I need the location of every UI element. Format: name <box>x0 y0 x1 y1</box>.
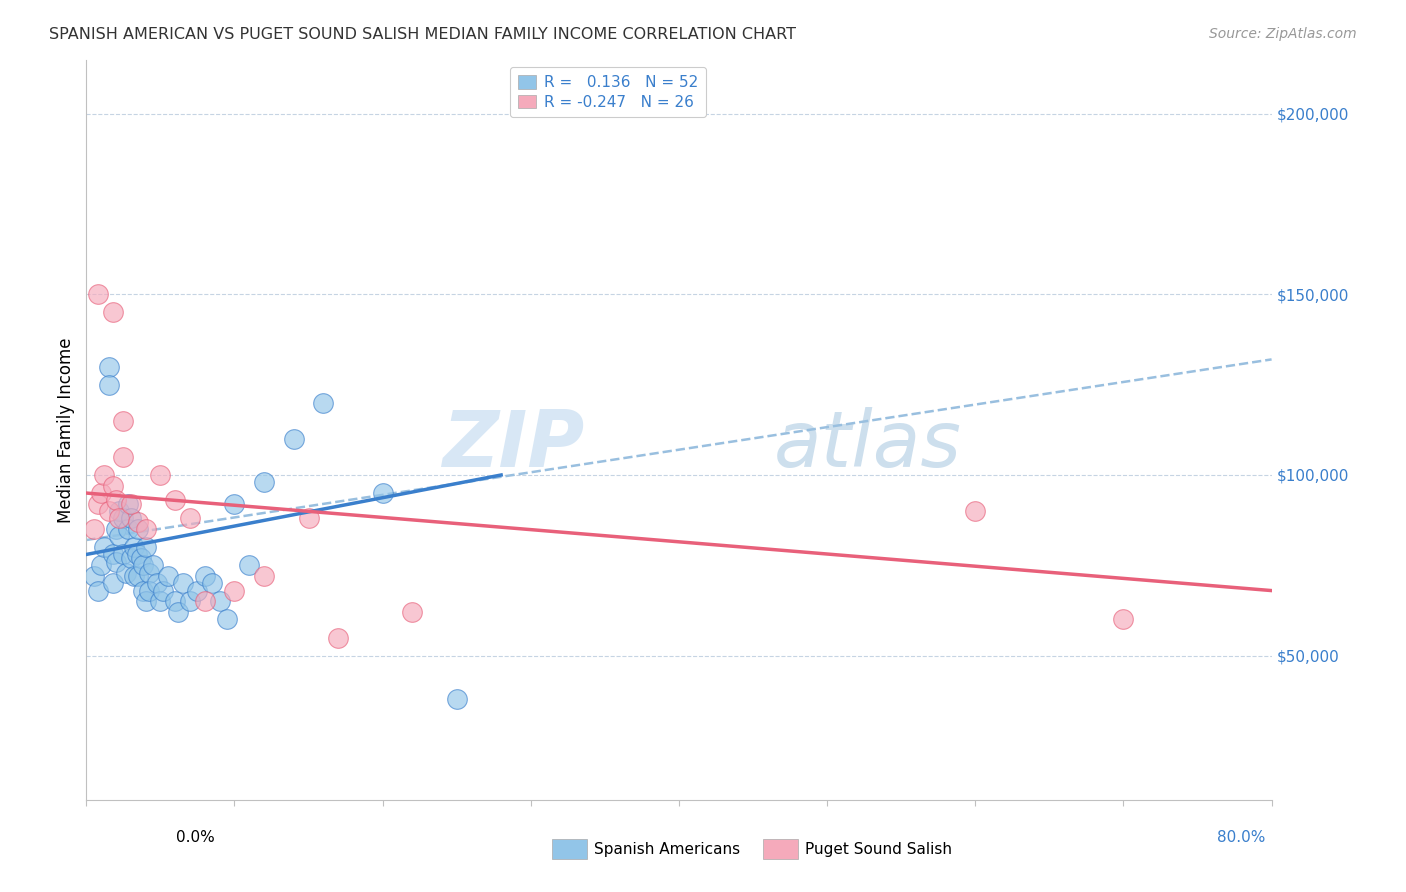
Point <box>253 475 276 490</box>
Point <box>194 594 217 608</box>
Point <box>108 504 131 518</box>
Text: atlas: atlas <box>773 407 962 483</box>
Point <box>87 583 110 598</box>
Point <box>120 551 142 566</box>
Point <box>127 522 149 536</box>
Point <box>97 359 120 374</box>
Point <box>112 548 135 562</box>
Text: SPANISH AMERICAN VS PUGET SOUND SALISH MEDIAN FAMILY INCOME CORRELATION CHART: SPANISH AMERICAN VS PUGET SOUND SALISH M… <box>49 27 796 42</box>
Point <box>401 605 423 619</box>
Point <box>127 515 149 529</box>
Text: Spanish Americans: Spanish Americans <box>593 842 740 856</box>
Point <box>115 566 138 580</box>
Point <box>328 631 350 645</box>
Point <box>146 576 169 591</box>
Text: Source: ZipAtlas.com: Source: ZipAtlas.com <box>1209 27 1357 41</box>
Point <box>104 493 127 508</box>
Text: Puget Sound Salish: Puget Sound Salish <box>806 842 952 856</box>
Point <box>120 497 142 511</box>
Point <box>108 529 131 543</box>
Point <box>283 432 305 446</box>
Point <box>194 569 217 583</box>
Point <box>125 548 148 562</box>
Point <box>104 522 127 536</box>
Point <box>167 605 190 619</box>
Text: ZIP: ZIP <box>441 407 583 483</box>
Point <box>101 305 124 319</box>
Point <box>179 511 201 525</box>
Point <box>101 548 124 562</box>
Point <box>965 504 987 518</box>
Point <box>108 511 131 525</box>
Point <box>179 594 201 608</box>
Point <box>165 493 187 508</box>
Point <box>142 558 165 573</box>
Point <box>112 414 135 428</box>
Point <box>90 558 112 573</box>
Point <box>122 569 145 583</box>
Y-axis label: Median Family Income: Median Family Income <box>58 337 75 523</box>
Point <box>253 569 276 583</box>
Point <box>131 558 153 573</box>
Point <box>371 486 394 500</box>
Point <box>101 576 124 591</box>
Point <box>97 377 120 392</box>
Point <box>149 594 172 608</box>
Point <box>186 583 208 598</box>
Point <box>131 583 153 598</box>
Point <box>224 497 246 511</box>
Text: 0.0%: 0.0% <box>176 830 215 845</box>
Point <box>149 468 172 483</box>
Point <box>104 555 127 569</box>
Point <box>93 468 115 483</box>
Legend: R =   0.136   N = 52, R = -0.247   N = 26: R = 0.136 N = 52, R = -0.247 N = 26 <box>510 67 706 117</box>
Point <box>165 594 187 608</box>
Point <box>117 522 139 536</box>
Point <box>152 583 174 598</box>
Point <box>93 540 115 554</box>
Point <box>112 511 135 525</box>
Text: 80.0%: 80.0% <box>1218 830 1265 845</box>
Point <box>97 504 120 518</box>
Point <box>135 522 157 536</box>
Point <box>156 569 179 583</box>
Point <box>224 583 246 598</box>
Point <box>83 569 105 583</box>
Point <box>238 558 260 573</box>
Point <box>112 450 135 464</box>
Point <box>129 551 152 566</box>
Point <box>297 511 319 525</box>
Point <box>138 566 160 580</box>
Point <box>122 540 145 554</box>
Point <box>127 569 149 583</box>
Point <box>87 287 110 301</box>
Point <box>446 692 468 706</box>
Point <box>90 486 112 500</box>
Point <box>135 594 157 608</box>
Point <box>101 479 124 493</box>
Point <box>1112 612 1135 626</box>
Point <box>120 511 142 525</box>
Point <box>83 522 105 536</box>
Point <box>172 576 194 591</box>
Point <box>87 497 110 511</box>
Point <box>135 540 157 554</box>
Point <box>201 576 224 591</box>
Point <box>215 612 238 626</box>
Point <box>208 594 231 608</box>
Point <box>138 583 160 598</box>
Point <box>312 396 335 410</box>
Point <box>117 497 139 511</box>
